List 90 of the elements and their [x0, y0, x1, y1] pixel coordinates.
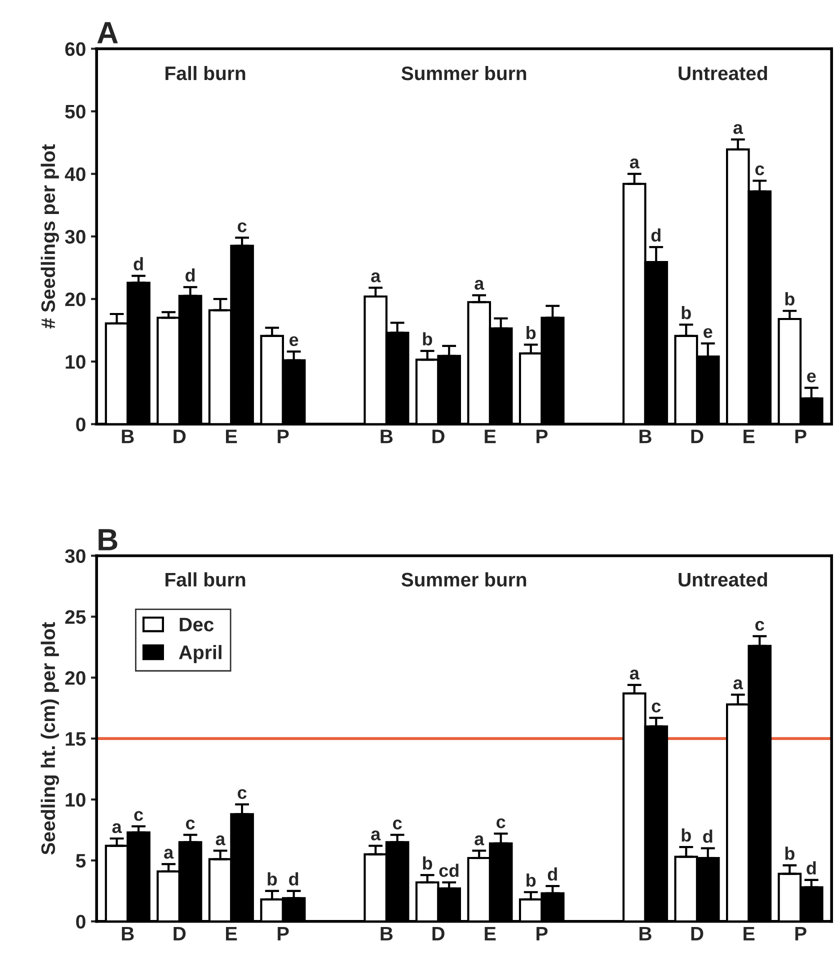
x-tick-label: E: [484, 926, 496, 940]
data-label: a: [630, 158, 640, 168]
data-label: b: [423, 856, 432, 870]
data-label: e: [289, 336, 298, 346]
data-label: b: [526, 873, 536, 887]
data-label: a: [733, 124, 744, 134]
data-label: b: [682, 306, 691, 320]
y-tick-label: 25: [65, 610, 86, 624]
y-axis-title: # Seedlings per plot: [40, 144, 59, 328]
data-label: a: [112, 823, 122, 834]
x-tick-label: B: [640, 430, 652, 444]
data-label: b: [785, 292, 794, 306]
x-tick-label: E: [744, 430, 755, 444]
data-label: a: [474, 835, 484, 846]
annotation: Untreated: [678, 572, 768, 587]
data-label: cd: [439, 864, 458, 877]
annotation: Summer burn: [401, 66, 526, 80]
y-axis-title: Seedling ht. (cm) per plot: [40, 622, 59, 855]
y-tick-label: 40: [64, 167, 86, 182]
data-label: a: [733, 679, 744, 690]
data-label: d: [186, 268, 195, 282]
chart-title: A: [97, 22, 118, 44]
legend-label: April: [178, 644, 222, 664]
data-label: d: [806, 861, 816, 875]
x-tick-label: D: [174, 926, 186, 940]
x-tick-label: B: [380, 926, 393, 940]
data-label: b: [682, 828, 691, 842]
x-tick-label: P: [278, 926, 289, 940]
x-tick-label: D: [691, 926, 704, 940]
legend-label: Dec: [180, 618, 214, 632]
data-label: a: [216, 835, 226, 846]
data-label: c: [238, 789, 247, 799]
y-tick-label: 20: [65, 292, 86, 306]
x-tick-label: D: [691, 430, 704, 444]
data-label: c: [496, 818, 506, 828]
y-tick-label: 15: [66, 732, 86, 746]
data-label: c: [652, 702, 661, 712]
y-tick-label: 60: [65, 42, 86, 56]
data-label: e: [704, 328, 712, 338]
x-tick-label: E: [226, 926, 237, 940]
data-label: a: [371, 830, 381, 840]
data-label: b: [423, 332, 432, 346]
data-label: c: [755, 620, 764, 631]
annotation: Untreated: [678, 66, 768, 80]
x-tick-label: B: [122, 926, 134, 940]
data-label: d: [134, 257, 143, 270]
y-tick-label: 5: [76, 854, 86, 868]
data-label: d: [548, 867, 557, 881]
x-tick-label: P: [795, 926, 806, 940]
y-tick-label: 0: [76, 418, 86, 432]
chart-title: B: [98, 529, 118, 550]
data-label: d: [651, 228, 660, 242]
data-label: c: [134, 811, 144, 821]
data-label: d: [703, 830, 712, 843]
data-label: e: [807, 372, 816, 382]
data-label: b: [785, 846, 794, 860]
data-label: b: [526, 326, 536, 340]
y-tick-label: 0: [76, 914, 86, 929]
x-tick-label: E: [226, 430, 237, 444]
y-tick-label: 30: [65, 549, 86, 564]
data-label: c: [393, 820, 402, 830]
x-tick-label: E: [484, 430, 496, 444]
x-tick-label: P: [795, 430, 806, 444]
annotation: Fall burn: [166, 572, 246, 587]
y-tick-label: 10: [66, 792, 86, 807]
y-tick-label: 20: [65, 671, 86, 685]
data-label: b: [268, 872, 277, 886]
y-tick-label: 50: [65, 104, 86, 119]
x-tick-label: E: [744, 926, 755, 940]
annotation: Summer burn: [401, 572, 526, 587]
x-tick-label: P: [278, 430, 289, 444]
data-label: a: [630, 670, 640, 680]
y-tick-label: 10: [66, 355, 86, 369]
x-tick-label: P: [536, 926, 548, 940]
data-label: d: [289, 872, 298, 886]
x-tick-label: P: [536, 430, 548, 444]
data-label: a: [164, 848, 174, 859]
x-tick-label: B: [122, 430, 134, 444]
x-tick-label: B: [380, 430, 393, 444]
data-label: c: [755, 165, 764, 176]
data-label: c: [238, 222, 247, 232]
x-tick-label: D: [174, 430, 186, 444]
x-tick-label: D: [432, 430, 444, 444]
x-tick-label: D: [432, 926, 444, 940]
x-tick-label: B: [640, 926, 652, 940]
data-label: c: [186, 820, 195, 830]
data-label: a: [474, 280, 484, 290]
y-tick-label: 30: [65, 230, 86, 244]
data-label: a: [371, 272, 381, 282]
annotation: Fall burn: [166, 66, 246, 80]
